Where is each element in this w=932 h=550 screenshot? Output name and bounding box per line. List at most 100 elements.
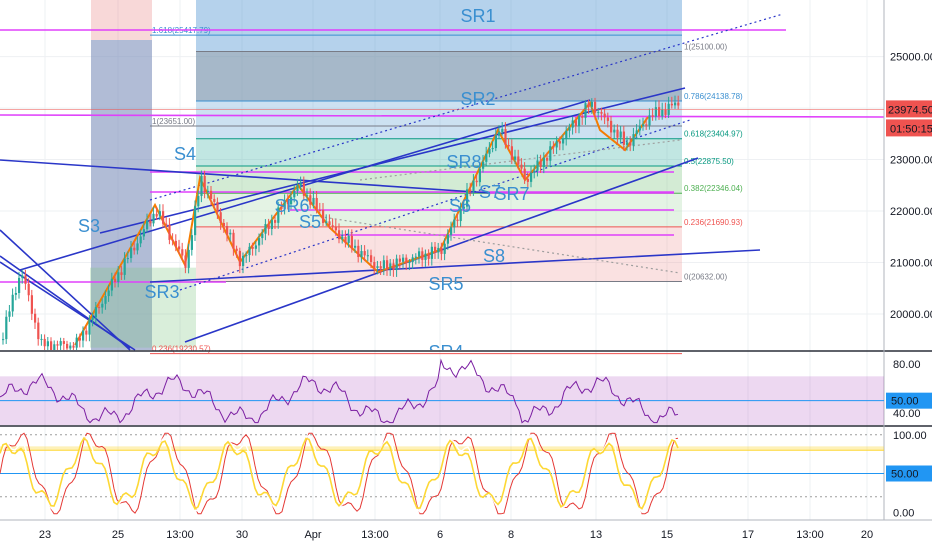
sr-label-sr4: SR4: [428, 342, 463, 362]
candle-body: [552, 146, 555, 148]
candle-body: [539, 160, 542, 168]
candle-body: [123, 258, 126, 275]
candle-body: [520, 164, 523, 169]
candle-body: [213, 198, 216, 202]
trend-line-7: [0, 255, 131, 349]
stoch-pane: 100.00 0.00 50.00: [0, 430, 932, 519]
candle-body: [110, 278, 113, 291]
candle-body: [258, 238, 261, 246]
candle-body: [437, 247, 440, 253]
candle-body: [670, 103, 673, 106]
candle-body: [178, 246, 181, 250]
candle-body: [347, 235, 350, 243]
candle-body: [197, 195, 200, 207]
candle-body: [622, 131, 625, 145]
sr-labels: SR1 SR2 SR3 SR4 SR5 SR6 SR7 SR8 S3 S4 S5 S6 S7 S8: [78, 6, 530, 362]
time-tick-label: 13:00: [796, 529, 824, 541]
price-tick-label: 20000.00: [890, 309, 932, 321]
time-axis: 23 25 13:00 30 Apr 13:00 6 8 13 15 17 13:00 20: [0, 519, 932, 541]
candle-body: [46, 341, 49, 347]
candle-body: [117, 272, 120, 283]
candle-body: [594, 101, 597, 113]
candle-body: [456, 219, 459, 222]
candle-body: [546, 157, 549, 161]
price-tick-label: 25000.00: [890, 52, 932, 64]
candle-body: [386, 260, 389, 270]
candle-body: [658, 107, 661, 117]
candle-body: [584, 103, 587, 118]
candle-body: [526, 178, 529, 182]
candle-body: [59, 341, 62, 346]
rsi-mid-label: 50.00: [891, 396, 919, 408]
candle-body: [130, 247, 133, 259]
time-tick-label: 6: [437, 529, 443, 541]
price-tick-label: 22000.00: [890, 206, 932, 218]
candle-body: [635, 130, 638, 135]
candle-body: [235, 248, 238, 251]
candle-body: [40, 338, 43, 340]
candle-body: [72, 345, 75, 348]
candle-body: [382, 260, 385, 269]
candle-body: [94, 307, 97, 318]
candle-body: [181, 249, 184, 256]
sr-label-s4: S4: [174, 144, 196, 164]
sr-label-s5: S5: [299, 212, 321, 232]
sr-label-sr8: SR8: [446, 152, 481, 172]
candle-body: [219, 212, 222, 223]
candle-body: [306, 195, 309, 197]
time-tick-label: 20: [861, 529, 873, 541]
candle-body: [331, 225, 334, 227]
sr-label-sr6: SR6: [274, 196, 309, 216]
candle-body: [286, 200, 289, 205]
candle-body: [466, 189, 469, 207]
candle-body: [341, 236, 344, 240]
candle-body: [402, 257, 405, 262]
candle-body: [446, 234, 449, 244]
trend-line-4: [99, 87, 686, 234]
candle-body: [114, 278, 117, 283]
rsi-tick-label: 80.00: [893, 359, 921, 371]
price-axis: 20000.0021000.0022000.0023000.0024000.00…: [890, 52, 932, 321]
candle-body: [30, 295, 33, 314]
stoch-tick-label: 0.00: [893, 507, 914, 519]
candle-body: [264, 224, 267, 234]
candle-body: [578, 116, 581, 127]
candle-body: [328, 221, 331, 226]
sr-label-sr1: SR1: [460, 6, 495, 26]
candle-body: [450, 227, 453, 235]
candle-body: [254, 245, 257, 249]
candle-body: [427, 253, 430, 259]
candle-body: [120, 272, 123, 275]
candle-body: [43, 338, 46, 347]
candle-body: [638, 125, 641, 131]
candle-body: [226, 226, 229, 235]
candle-body: [325, 221, 328, 223]
candle-body: [414, 256, 417, 258]
candle-body: [574, 120, 577, 127]
candle-body: [494, 135, 497, 149]
candle-body: [245, 255, 248, 257]
candle-body: [98, 307, 101, 309]
candle-body: [18, 277, 21, 294]
candle-body: [8, 311, 11, 317]
time-tick-label: 15: [661, 529, 673, 541]
candle-body: [581, 116, 584, 118]
candle-body: [654, 107, 657, 117]
candle-body: [270, 220, 273, 230]
last-price-tag: [886, 100, 932, 118]
fib-zone-6: [196, 226, 682, 282]
countdown-label: 01:50:15: [890, 123, 932, 135]
sr-label-s7: S7: [479, 182, 501, 202]
candle-body: [155, 213, 158, 217]
candle-body: [168, 224, 171, 240]
candle-body: [66, 343, 69, 349]
stoch-mid-label: 50.00: [891, 469, 919, 481]
candle-body: [78, 337, 81, 341]
fib-label-6: 0.382(22346.04): [684, 184, 743, 193]
fib-label-5: 0.5(22875.50): [684, 157, 734, 166]
fib-levels: 1.618(25417.79)1(25100.00)0.786(24138.78…: [150, 26, 743, 355]
sr-label-sr5: SR5: [428, 274, 463, 294]
candle-body: [274, 220, 277, 223]
candle-body: [261, 233, 264, 239]
